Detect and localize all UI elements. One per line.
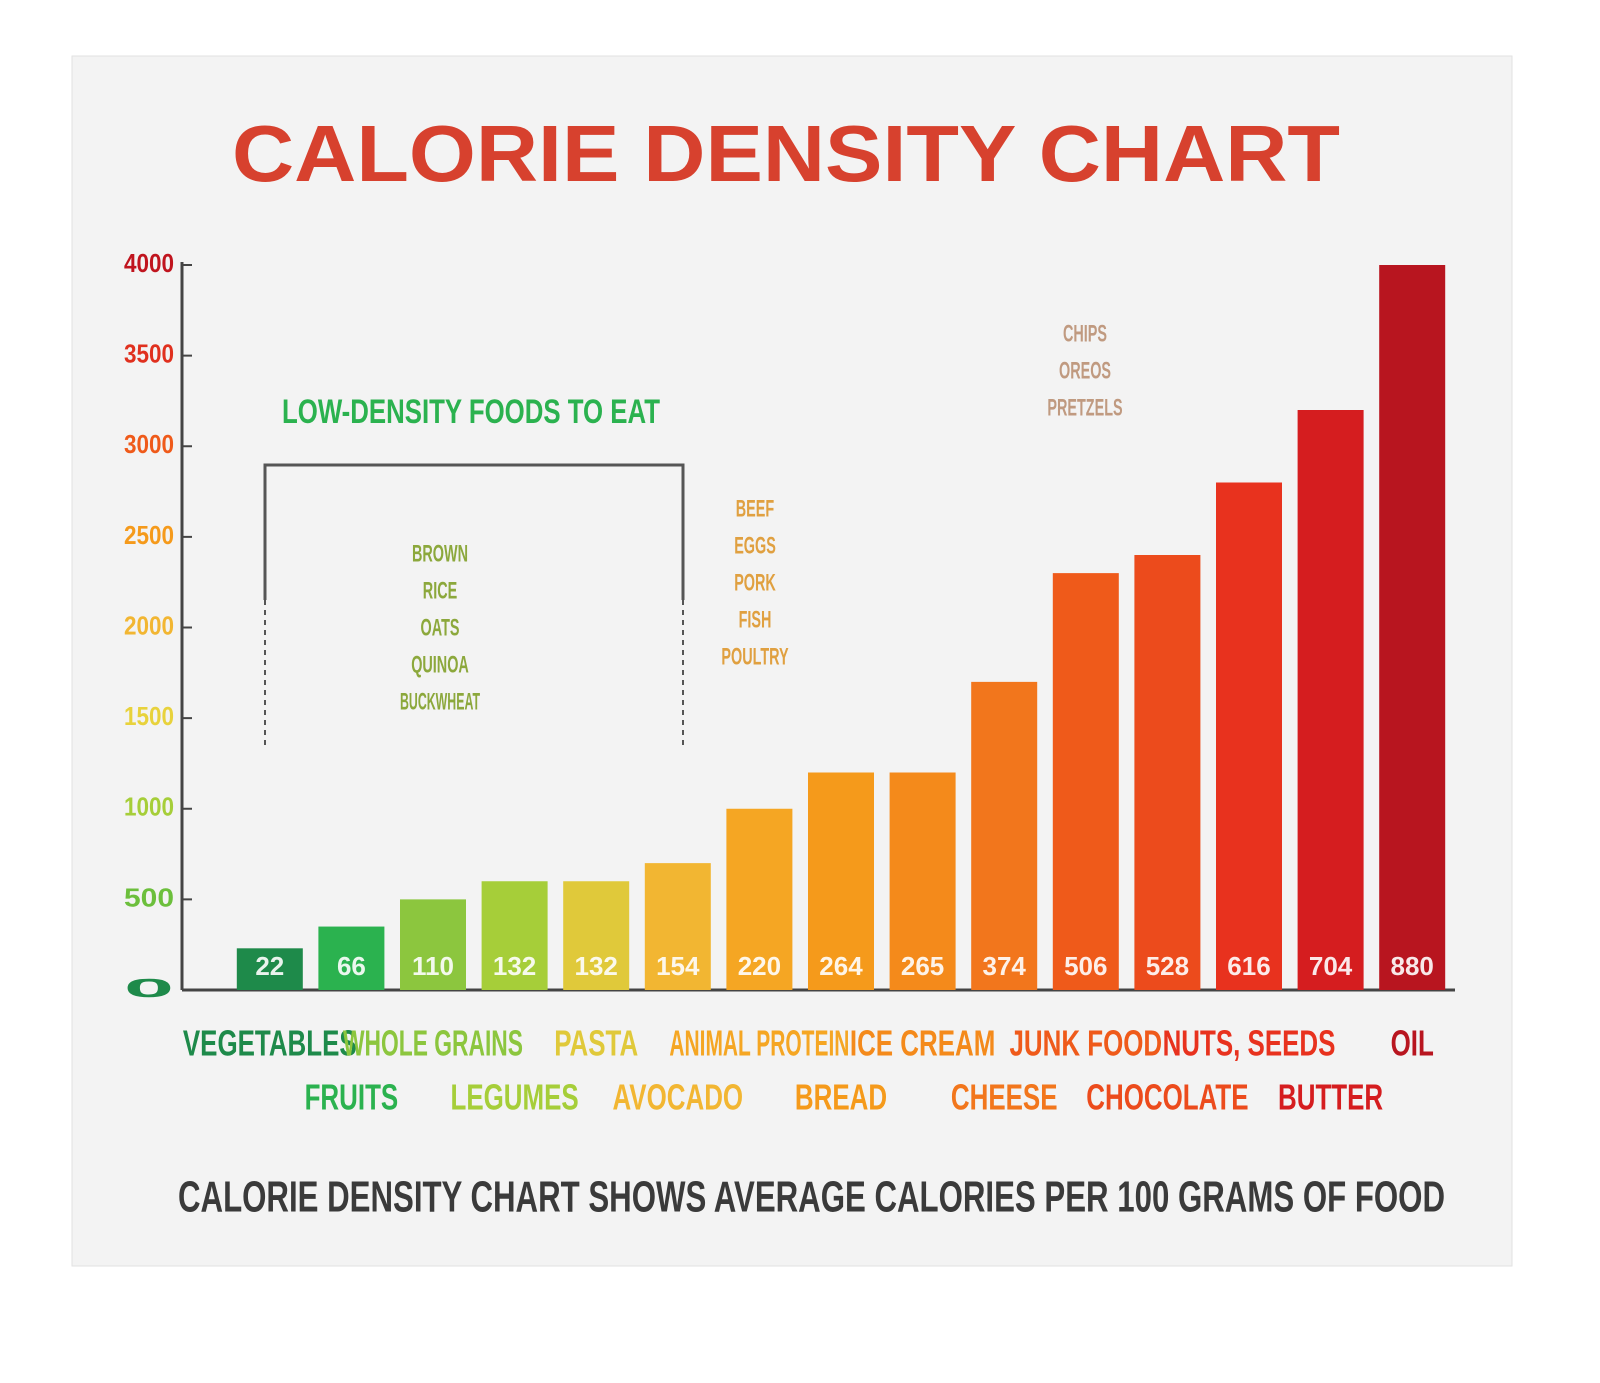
bar — [1216, 482, 1282, 990]
food-note: PORK — [734, 569, 776, 596]
y-tick-label: 1000 — [124, 792, 174, 822]
food-note: OATS — [421, 614, 460, 641]
bar-label: 880 — [1391, 951, 1434, 981]
food-note: QUINOA — [411, 651, 469, 678]
food-note: PRETZELS — [1047, 394, 1122, 421]
bracket — [263, 463, 685, 750]
y-tick-label: 4000 — [124, 248, 174, 278]
bar — [1052, 573, 1119, 990]
food-note: BROWN — [412, 540, 468, 567]
x-tick-label: OIL — [1391, 1023, 1434, 1064]
bar — [236, 948, 303, 990]
y-tick-label: 500 — [124, 882, 174, 912]
bar — [563, 881, 630, 990]
x-tick-label: AVOCADO — [613, 1077, 744, 1118]
y-tick-label: 1500 — [124, 701, 174, 731]
bar-label: 132 — [575, 951, 618, 981]
bar — [400, 899, 466, 990]
food-note: OREOS — [1059, 357, 1111, 384]
bar-label: 154 — [656, 951, 700, 981]
x-tick-label: PASTA — [554, 1023, 638, 1064]
footnote: CALORIE DENSITY CHART SHOWS AVERAGE CALO… — [178, 1173, 1445, 1222]
y-tick-label: 0 — [124, 973, 174, 1003]
bar-label: 264 — [819, 951, 863, 981]
bar-label: 616 — [1227, 951, 1270, 981]
food-note: BEEF — [736, 495, 774, 522]
bar-label: 22 — [255, 951, 284, 981]
bar — [1134, 555, 1201, 990]
food-note: EGGS — [734, 532, 776, 559]
x-tick-label: VEGETABLES — [183, 1023, 357, 1064]
bar-label: 132 — [493, 951, 536, 981]
x-tick-label: NUTS, SEEDS — [1163, 1023, 1336, 1064]
food-note: FISH — [739, 606, 772, 633]
bar — [889, 772, 956, 990]
y-tick-label: 3500 — [124, 339, 174, 369]
x-tick-label: JUNK FOOD — [1009, 1023, 1162, 1064]
bar — [808, 772, 874, 990]
bar-label: 506 — [1064, 951, 1107, 981]
bar-label: 704 — [1309, 951, 1353, 981]
bar-label: 66 — [337, 951, 366, 981]
x-tick-label: BREAD — [795, 1077, 887, 1118]
x-tick-label: WHOLE GRAINS — [343, 1023, 523, 1064]
food-note: CHIPS — [1063, 320, 1107, 347]
x-tick-label: ICE CREAM — [850, 1023, 995, 1064]
bar — [1297, 410, 1364, 990]
food-note: BUCKWHEAT — [400, 688, 480, 715]
bar-label: 265 — [901, 951, 944, 981]
bar — [318, 926, 385, 990]
bar — [644, 863, 711, 990]
bar-label: 374 — [983, 951, 1027, 981]
bar — [726, 808, 793, 990]
bar-label: 110 — [412, 951, 454, 981]
bar-label: 528 — [1146, 951, 1189, 981]
food-note: POULTRY — [721, 643, 788, 670]
bar — [1379, 265, 1446, 990]
y-tick-label: 3000 — [124, 429, 174, 459]
x-tick-label: FRUITS — [305, 1077, 399, 1118]
bar — [971, 681, 1038, 990]
y-tick-label: 2000 — [124, 610, 174, 640]
y-tick-label: 2500 — [124, 520, 174, 550]
food-note: RICE — [423, 577, 457, 604]
x-tick-label: CHOCOLATE — [1086, 1077, 1248, 1118]
x-tick-label: LEGUMES — [451, 1077, 579, 1118]
chart-title: CALORIE DENSITY CHART — [232, 109, 1340, 198]
x-tick-label: ANIMAL PROTEIN — [669, 1023, 849, 1064]
bar — [481, 881, 548, 990]
annotation: LOW-DENSITY FOODS TO EAT — [282, 393, 660, 431]
x-tick-label: BUTTER — [1278, 1077, 1383, 1118]
bar-label: 220 — [738, 951, 781, 981]
x-tick-label: CHEESE — [951, 1077, 1058, 1118]
